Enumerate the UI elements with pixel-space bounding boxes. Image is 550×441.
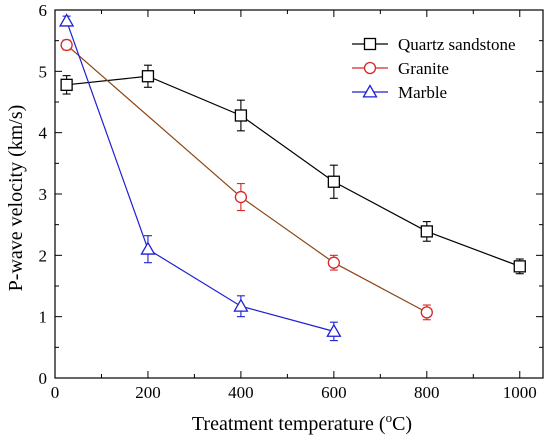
legend-marker bbox=[362, 84, 378, 98]
x-axis-title-main: Treatment temperature ( bbox=[192, 413, 386, 435]
series-line bbox=[66, 44, 428, 313]
legend-marker bbox=[363, 37, 377, 51]
data-point bbox=[58, 13, 75, 27]
y-tick-label: 1 bbox=[39, 308, 48, 327]
series-layer bbox=[58, 13, 526, 342]
data-point bbox=[326, 323, 342, 337]
x-tick-label: 400 bbox=[228, 383, 254, 402]
data-point bbox=[234, 109, 248, 122]
y-axis-title: P-wave velocity (km/s) bbox=[5, 105, 27, 292]
data-point bbox=[327, 256, 341, 269]
x-tick-label: 200 bbox=[135, 383, 161, 402]
data-point bbox=[420, 225, 433, 238]
data-point bbox=[140, 241, 156, 255]
legend-entry: Quartz sandstone bbox=[352, 35, 516, 54]
series-line bbox=[66, 75, 520, 267]
legend-marker bbox=[363, 61, 377, 75]
data-point bbox=[420, 306, 433, 319]
legend-entry: Granite bbox=[352, 59, 449, 78]
series-marble bbox=[58, 13, 342, 342]
x-tick-label: 0 bbox=[51, 383, 60, 402]
data-point bbox=[60, 78, 73, 91]
data-point bbox=[513, 260, 526, 273]
x-axis-title-degree: o bbox=[386, 410, 393, 425]
series-quartz-sandstone bbox=[60, 64, 526, 275]
x-tick-label: 800 bbox=[414, 383, 440, 402]
y-tick-label: 3 bbox=[39, 185, 48, 204]
x-axis-title-unit: C) bbox=[392, 413, 412, 435]
data-point bbox=[234, 190, 248, 204]
legend-label: Marble bbox=[398, 83, 447, 102]
data-point bbox=[141, 70, 155, 83]
series-granite bbox=[60, 38, 433, 321]
data-point bbox=[60, 38, 73, 52]
data-point bbox=[327, 175, 341, 188]
legend-entry: Marble bbox=[352, 83, 447, 102]
y-tick-label: 6 bbox=[39, 1, 48, 20]
x-tick-label: 1000 bbox=[503, 383, 537, 402]
series-line bbox=[66, 20, 335, 332]
legend-label: Granite bbox=[398, 59, 449, 78]
legend: Quartz sandstone Granite Marble bbox=[352, 35, 516, 102]
x-tick-label: 600 bbox=[321, 383, 347, 402]
y-tick-label: 4 bbox=[39, 124, 48, 143]
y-tick-label: 0 bbox=[39, 369, 48, 388]
data-point bbox=[233, 298, 249, 312]
x-axis-title: Treatment temperature (oC) bbox=[192, 410, 412, 435]
y-tick-label: 2 bbox=[39, 246, 48, 265]
axes: 0 200 400 600 800 1000 0 1 2 3 4 5 6 bbox=[39, 1, 544, 402]
legend-label: Quartz sandstone bbox=[398, 35, 516, 54]
y-tick-label: 5 bbox=[39, 62, 48, 81]
